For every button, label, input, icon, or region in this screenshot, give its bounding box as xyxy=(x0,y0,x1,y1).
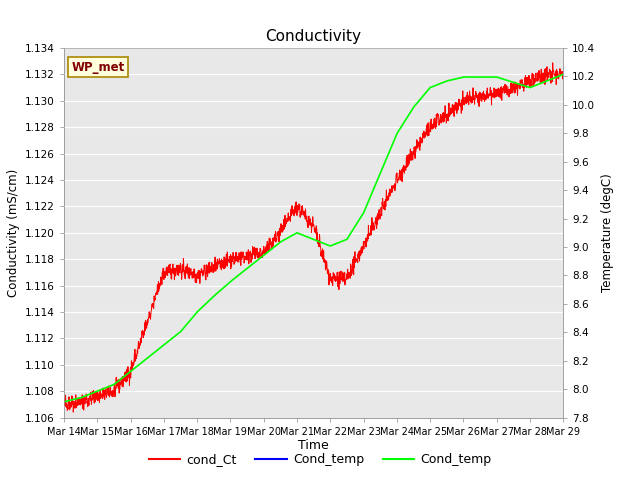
Y-axis label: Temperature (degC): Temperature (degC) xyxy=(601,173,614,292)
Text: WP_met: WP_met xyxy=(72,61,125,74)
Title: Conductivity: Conductivity xyxy=(266,29,362,44)
Y-axis label: Conductivity (mS/cm): Conductivity (mS/cm) xyxy=(6,168,20,297)
Legend: cond_Ct, Cond_temp, Cond_temp: cond_Ct, Cond_temp, Cond_temp xyxy=(144,448,496,471)
X-axis label: Time: Time xyxy=(298,439,329,453)
